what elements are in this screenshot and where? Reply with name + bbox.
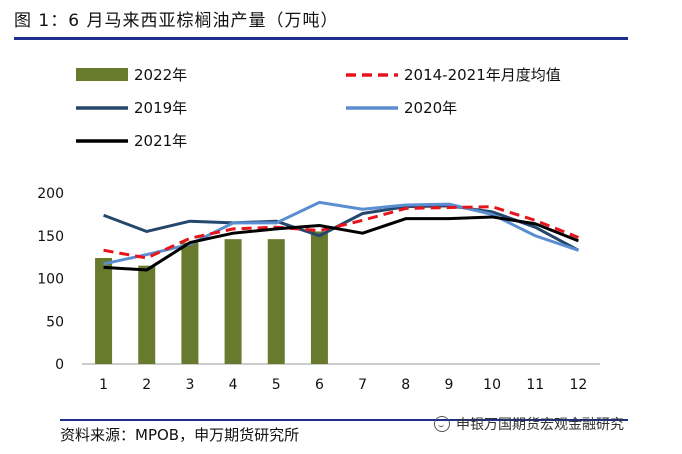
legend-swatch [76, 68, 128, 81]
x-tick-label: 9 [444, 377, 453, 393]
source-note: 资料来源：MPOB，申万期货研究所 [60, 426, 300, 444]
x-tick-label: 8 [401, 377, 410, 393]
wechat-icon [434, 416, 450, 432]
x-tick-label: 12 [570, 377, 588, 393]
bar-2022 [224, 239, 242, 364]
top-rule [14, 37, 628, 40]
series-line-2020年 [103, 200, 579, 266]
legend-label: 2019年 [134, 99, 187, 117]
chart-title: 图 1：6 月马来西亚棕榈油产量（万吨） [14, 11, 339, 31]
y-tick-label: 50 [46, 314, 64, 330]
legend-label: 2022年 [134, 66, 187, 84]
x-tick-label: 4 [229, 377, 238, 393]
x-tick-label: 5 [272, 377, 281, 393]
watermark: 申银万国期货宏观金融研究 [434, 414, 624, 434]
bar-2022 [267, 239, 285, 364]
x-tick-label: 3 [185, 377, 194, 393]
y-tick-label: 200 [37, 186, 64, 202]
series-lines [103, 200, 580, 272]
bar-2022 [95, 257, 113, 364]
bar-2022 [138, 265, 156, 364]
y-tick-label: 100 [37, 272, 64, 288]
x-tick-label: 10 [483, 377, 501, 393]
legend-label: 2014-2021年月度均值 [404, 66, 561, 84]
watermark-text: 申银万国期货宏观金融研究 [456, 417, 624, 433]
legend-label: 2020年 [404, 99, 457, 117]
bottom-rule [60, 419, 628, 421]
x-tick-label: 7 [358, 377, 367, 393]
legend-label: 2021年 [134, 132, 187, 150]
series-line-2014-2021年月度均值 [103, 205, 579, 260]
y-tick-label: 0 [55, 357, 64, 373]
bar-2022 [310, 231, 328, 364]
x-tick-label: 1 [99, 377, 108, 393]
x-tick-label: 11 [526, 377, 544, 393]
legend: 2022年 2014-2021年月度均值 2019年 2020年 2021年 [76, 66, 561, 150]
series-line-2021年 [103, 215, 579, 272]
bar-2022 [181, 242, 199, 364]
bars [95, 231, 328, 364]
x-tick-label: 2 [142, 377, 151, 393]
x-tick-label: 6 [315, 377, 324, 393]
y-tick-label: 150 [37, 229, 64, 245]
